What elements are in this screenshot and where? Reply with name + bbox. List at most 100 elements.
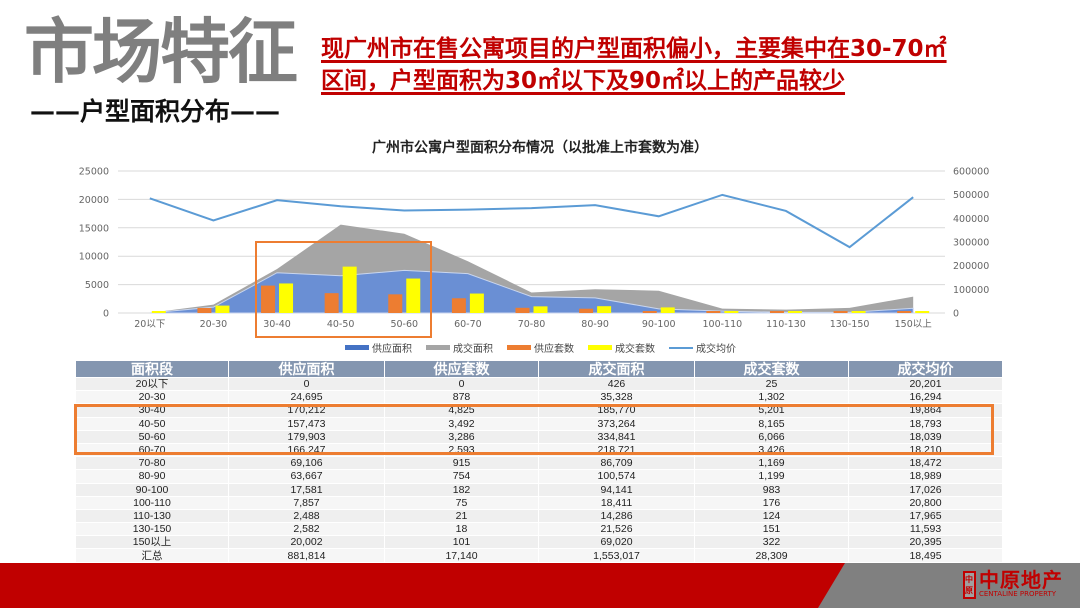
legend-label: 供应面积 — [372, 344, 412, 355]
x-axis-tick: 150以上 — [895, 319, 933, 330]
table-cell: 18,472 — [848, 456, 1002, 470]
table-cell: 16,294 — [848, 390, 1002, 404]
table-row: 90-100 17,581 182 94,141 983 17,026 — [75, 482, 1002, 497]
x-axis-tick: 20-30 — [200, 319, 228, 330]
table-cell: 70-80 — [75, 456, 229, 470]
bar-supply-units — [833, 311, 848, 313]
bar-sold-units — [215, 305, 230, 313]
table-cell: 100-110 — [75, 495, 229, 510]
table-cell: 334,841 — [538, 429, 695, 444]
table-cell: 878 — [384, 390, 539, 404]
table-cell: 8,165 — [694, 416, 849, 431]
x-axis-tick: 100-110 — [702, 319, 742, 330]
legend-item: 成交均价 — [669, 340, 736, 355]
left-axis-tick: 0 — [103, 309, 109, 320]
left-axis-tick: 10000 — [79, 252, 109, 263]
table-cell: 182 — [384, 482, 539, 497]
table-cell: 20,002 — [228, 535, 385, 549]
x-axis-tick: 20以下 — [134, 319, 165, 330]
bar-sold-units — [660, 307, 675, 313]
table-cell: 2,582 — [228, 522, 385, 536]
page-title: 市场特征 — [24, 11, 298, 93]
table-cell: 17,581 — [228, 482, 385, 497]
bar-supply-units — [706, 311, 721, 313]
bar-sold-units — [342, 266, 357, 313]
left-axis-tick: 5000 — [85, 280, 109, 291]
table-cell: 25 — [694, 376, 849, 391]
table-cell: 汇总 — [75, 548, 229, 562]
table-cell: 0 — [228, 376, 385, 391]
x-axis-tick: 60-70 — [454, 319, 482, 330]
left-axis-tick: 20000 — [79, 195, 109, 206]
legend-swatch-icon — [345, 345, 369, 350]
table-cell: 1,302 — [694, 390, 849, 404]
bar-supply-units — [261, 285, 276, 313]
bar-sold-units — [533, 306, 548, 313]
table-cell: 40-50 — [75, 416, 229, 431]
table-cell: 7,857 — [228, 495, 385, 510]
table-cell: 151 — [694, 522, 849, 536]
table-cell: 150以上 — [75, 535, 229, 549]
table-header-cell: 成交面积 — [538, 361, 695, 378]
table-cell: 14,286 — [538, 508, 695, 523]
headline: 现广州市在售公寓项目的户型面积偏小，主要集中在30-70㎡ 区间，户型面积为30… — [321, 33, 1061, 97]
table-cell: 6,066 — [694, 429, 849, 444]
x-axis-tick: 40-50 — [327, 319, 355, 330]
x-axis-tick: 110-130 — [766, 319, 806, 330]
legend-label: 成交均价 — [696, 344, 736, 355]
company-logo: 中原 中原地产 CENTALINE PROPERTY — [963, 570, 1063, 599]
legend-label: 成交面积 — [453, 344, 493, 355]
chart-title: 广州市公寓户型面积分布情况（以批准上市套数为准） — [372, 140, 708, 156]
x-axis-tick: 50-60 — [390, 319, 418, 330]
legend-swatch-icon — [426, 345, 450, 350]
right-axis-tick: 100000 — [953, 285, 989, 296]
table-row: 110-130 2,488 21 14,286 124 17,965 — [75, 508, 1002, 523]
headline-line-2: 区间，户型面积为30㎡以下及90㎡以上的产品较少 — [321, 68, 846, 94]
table-row: 70-80 69,106 915 86,709 1,169 18,472 — [75, 456, 1002, 470]
legend-swatch-icon — [588, 345, 612, 350]
table-cell: 28,309 — [694, 548, 849, 562]
bar-sold-units — [469, 293, 484, 313]
logo-mark-icon: 中原 — [963, 570, 976, 599]
table-cell: 983 — [694, 482, 849, 497]
bar-sold-units — [915, 311, 930, 313]
table-cell: 21,526 — [538, 522, 695, 536]
bar-sold-units — [787, 311, 802, 313]
table-cell: 157,473 — [228, 416, 385, 431]
table-cell: 3,492 — [384, 416, 539, 431]
bar-supply-units — [324, 293, 339, 313]
headline-line-1: 现广州市在售公寓项目的户型面积偏小，主要集中在30-70㎡ — [321, 36, 947, 62]
table-row: 130-150 2,582 18 21,526 151 11,593 — [75, 522, 1002, 536]
bar-sold-units — [406, 278, 421, 313]
table-cell: 110-130 — [75, 508, 229, 523]
table-row: 20-30 24,695 878 35,328 1,302 16,294 — [75, 390, 1002, 404]
table-cell: 100,574 — [538, 469, 695, 483]
table-cell: 3,286 — [384, 429, 539, 444]
table-cell: 17,026 — [848, 482, 1002, 497]
table-row: 50-60 179,903 3,286 334,841 6,066 18,039 — [75, 429, 1002, 444]
table-header-cell: 成交均价 — [848, 361, 1002, 378]
table-header-cell: 成交套数 — [694, 361, 849, 378]
bar-sold-units — [851, 311, 866, 313]
chart-legend: 供应面积 成交面积 供应套数 成交套数 成交均价 — [345, 340, 736, 355]
bar-sold-units — [279, 283, 294, 313]
table-cell: 75 — [384, 495, 539, 510]
legend-swatch-icon — [507, 345, 531, 350]
table-cell: 179,903 — [228, 429, 385, 444]
table-cell: 11,593 — [848, 522, 1002, 536]
table-cell: 124 — [694, 508, 849, 523]
bar-supply-units — [897, 311, 912, 313]
table-cell: 915 — [384, 456, 539, 470]
table-header-cell: 供应套数 — [384, 361, 539, 378]
legend-item: 成交套数 — [588, 340, 655, 355]
table-cell: 1,169 — [694, 456, 849, 470]
table-row: 80-90 63,667 754 100,574 1,199 18,989 — [75, 469, 1002, 483]
bar-supply-units — [515, 307, 530, 313]
table-cell: 24,695 — [228, 390, 385, 404]
legend-item: 成交面积 — [426, 340, 493, 355]
x-axis-tick: 90-100 — [642, 319, 676, 330]
data-table: 面积段 供应面积 供应套数 成交面积 成交套数 成交均价 20以下 0 0 426 25 20,20… — [75, 361, 1002, 562]
bar-supply-units — [197, 308, 212, 313]
right-axis-tick: 400000 — [953, 214, 989, 225]
bar-supply-units — [451, 298, 466, 313]
